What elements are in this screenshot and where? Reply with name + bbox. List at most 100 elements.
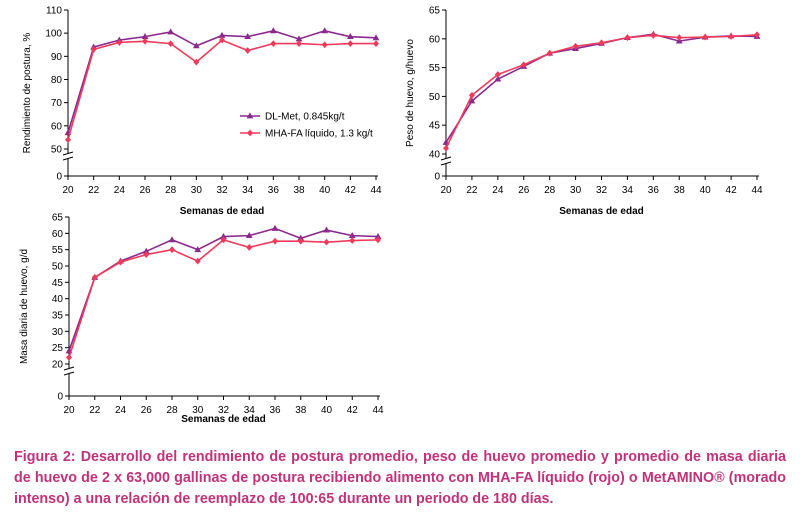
data-point-triangle <box>220 233 227 239</box>
y-tick-label: 50 <box>429 92 441 103</box>
data-point-triangle <box>323 226 330 233</box>
x-tick-label: 32 <box>218 405 230 416</box>
data-point-triangle <box>167 28 175 35</box>
data-point-diamond <box>443 144 449 152</box>
x-tick-label: 28 <box>544 185 556 196</box>
data-point-diamond <box>116 39 123 46</box>
data-point-diamond <box>244 47 251 54</box>
data-point-diamond <box>676 34 683 42</box>
x-tick-label: 34 <box>244 405 256 416</box>
x-tick-label: 20 <box>62 185 74 196</box>
x-tick-label: 34 <box>622 185 634 196</box>
axis-break-mark <box>440 156 452 161</box>
y-tick-label: 90 <box>51 52 63 63</box>
series-line <box>67 39 376 140</box>
y-tick-label: 110 <box>46 6 62 17</box>
series-line <box>68 238 379 358</box>
data-point-triangle <box>142 247 150 254</box>
y-axis-title: Rendimiento de postura, % <box>22 33 33 154</box>
axis-break-mark <box>63 366 75 371</box>
x-tick-label: 28 <box>166 405 178 416</box>
data-point-diamond <box>347 40 354 47</box>
data-point-diamond <box>167 40 174 47</box>
data-point-triangle <box>218 31 226 38</box>
x-tick-label: 30 <box>570 185 582 196</box>
data-point-triangle <box>141 33 149 40</box>
data-point-diamond <box>624 34 631 42</box>
x-tick-label: 28 <box>165 185 177 196</box>
x-tick-label: 38 <box>674 185 686 196</box>
legend-label: MHA-FA líquido, 1.3 kg/t <box>265 129 373 140</box>
y-tick-label: 65 <box>429 6 441 17</box>
y-tick-label: 70 <box>51 98 63 109</box>
data-point-triangle <box>372 34 380 41</box>
data-point-triangle <box>192 42 200 49</box>
y-axis-title: Masa diaria de huevo, g/d <box>19 249 30 364</box>
data-point-triangle <box>297 234 305 241</box>
data-point-diamond <box>754 31 760 39</box>
x-tick-label: 40 <box>321 405 333 416</box>
x-tick-label: 24 <box>114 185 126 196</box>
x-tick-label: 26 <box>518 185 530 196</box>
data-point-triangle <box>245 232 253 239</box>
data-point-diamond <box>728 33 735 40</box>
data-point-diamond <box>650 31 657 39</box>
y-tick-label: 55 <box>52 245 64 256</box>
data-point-triangle <box>244 33 252 40</box>
data-point-diamond <box>296 40 302 47</box>
data-point-diamond <box>321 41 328 49</box>
data-point-triangle <box>494 75 502 82</box>
y-tick-label: 100 <box>45 29 62 40</box>
y-tick-label: 40 <box>52 294 64 305</box>
data-point-diamond <box>270 40 277 47</box>
x-tick-label: 26 <box>141 405 153 416</box>
x-tick-label: 40 <box>319 185 331 196</box>
y-tick-label: 0 <box>56 172 62 183</box>
x-tick-label: 22 <box>466 185 478 196</box>
x-tick-label: 32 <box>216 185 228 196</box>
series-line <box>445 33 758 149</box>
x-tick-label: 22 <box>89 405 101 416</box>
y-tick-label: 80 <box>51 75 63 86</box>
x-axis-title: Semanas de edad <box>180 206 264 217</box>
x-tick-label: 44 <box>751 185 763 196</box>
data-point-diamond <box>142 37 148 45</box>
data-point-diamond <box>546 49 553 57</box>
axis-break-mark <box>62 151 74 156</box>
data-point-diamond <box>520 61 527 69</box>
x-tick-label: 24 <box>492 185 504 196</box>
chart-postura: 0 50 60 70 80 90 100 110 20 22 24 26 28 30 32 34 36 38 40 4… <box>22 6 382 218</box>
chart-masa-panel: 0 20 25 30 35 40 45 50 55 60 65 20 22 24 26 28 30 32 34 36 3… <box>0 205 400 440</box>
x-tick-label: 20 <box>63 405 75 416</box>
x-tick-label: 36 <box>269 405 281 416</box>
axis-break-mark <box>63 371 75 376</box>
x-tick-label: 36 <box>268 185 280 196</box>
data-point-diamond <box>702 33 709 41</box>
x-tick-label: 40 <box>700 185 712 196</box>
data-point-diamond <box>349 237 356 244</box>
series-line <box>68 227 379 352</box>
y-tick-label: 25 <box>52 343 64 354</box>
data-point-diamond <box>246 243 253 251</box>
data-point-diamond <box>598 39 605 47</box>
legend-marker <box>247 129 253 137</box>
data-point-triangle <box>168 236 176 243</box>
x-tick-label: 38 <box>295 405 307 416</box>
x-tick-label: 44 <box>372 405 384 416</box>
y-tick-label: 50 <box>51 145 63 156</box>
x-tick-label: 42 <box>347 405 359 416</box>
data-point-diamond <box>373 40 379 47</box>
y-tick-label: 20 <box>52 360 64 371</box>
data-point-diamond <box>323 238 330 246</box>
x-tick-label: 26 <box>139 185 151 196</box>
x-tick-label: 20 <box>440 185 452 196</box>
data-point-diamond <box>375 236 381 244</box>
data-point-triangle <box>295 35 303 42</box>
y-tick-label: 35 <box>52 311 64 322</box>
y-tick-label: 50 <box>52 262 64 273</box>
y-tick-label: 60 <box>429 34 441 45</box>
data-point-diamond <box>91 274 98 281</box>
data-point-triangle <box>346 33 354 40</box>
data-point-diamond <box>117 258 124 266</box>
